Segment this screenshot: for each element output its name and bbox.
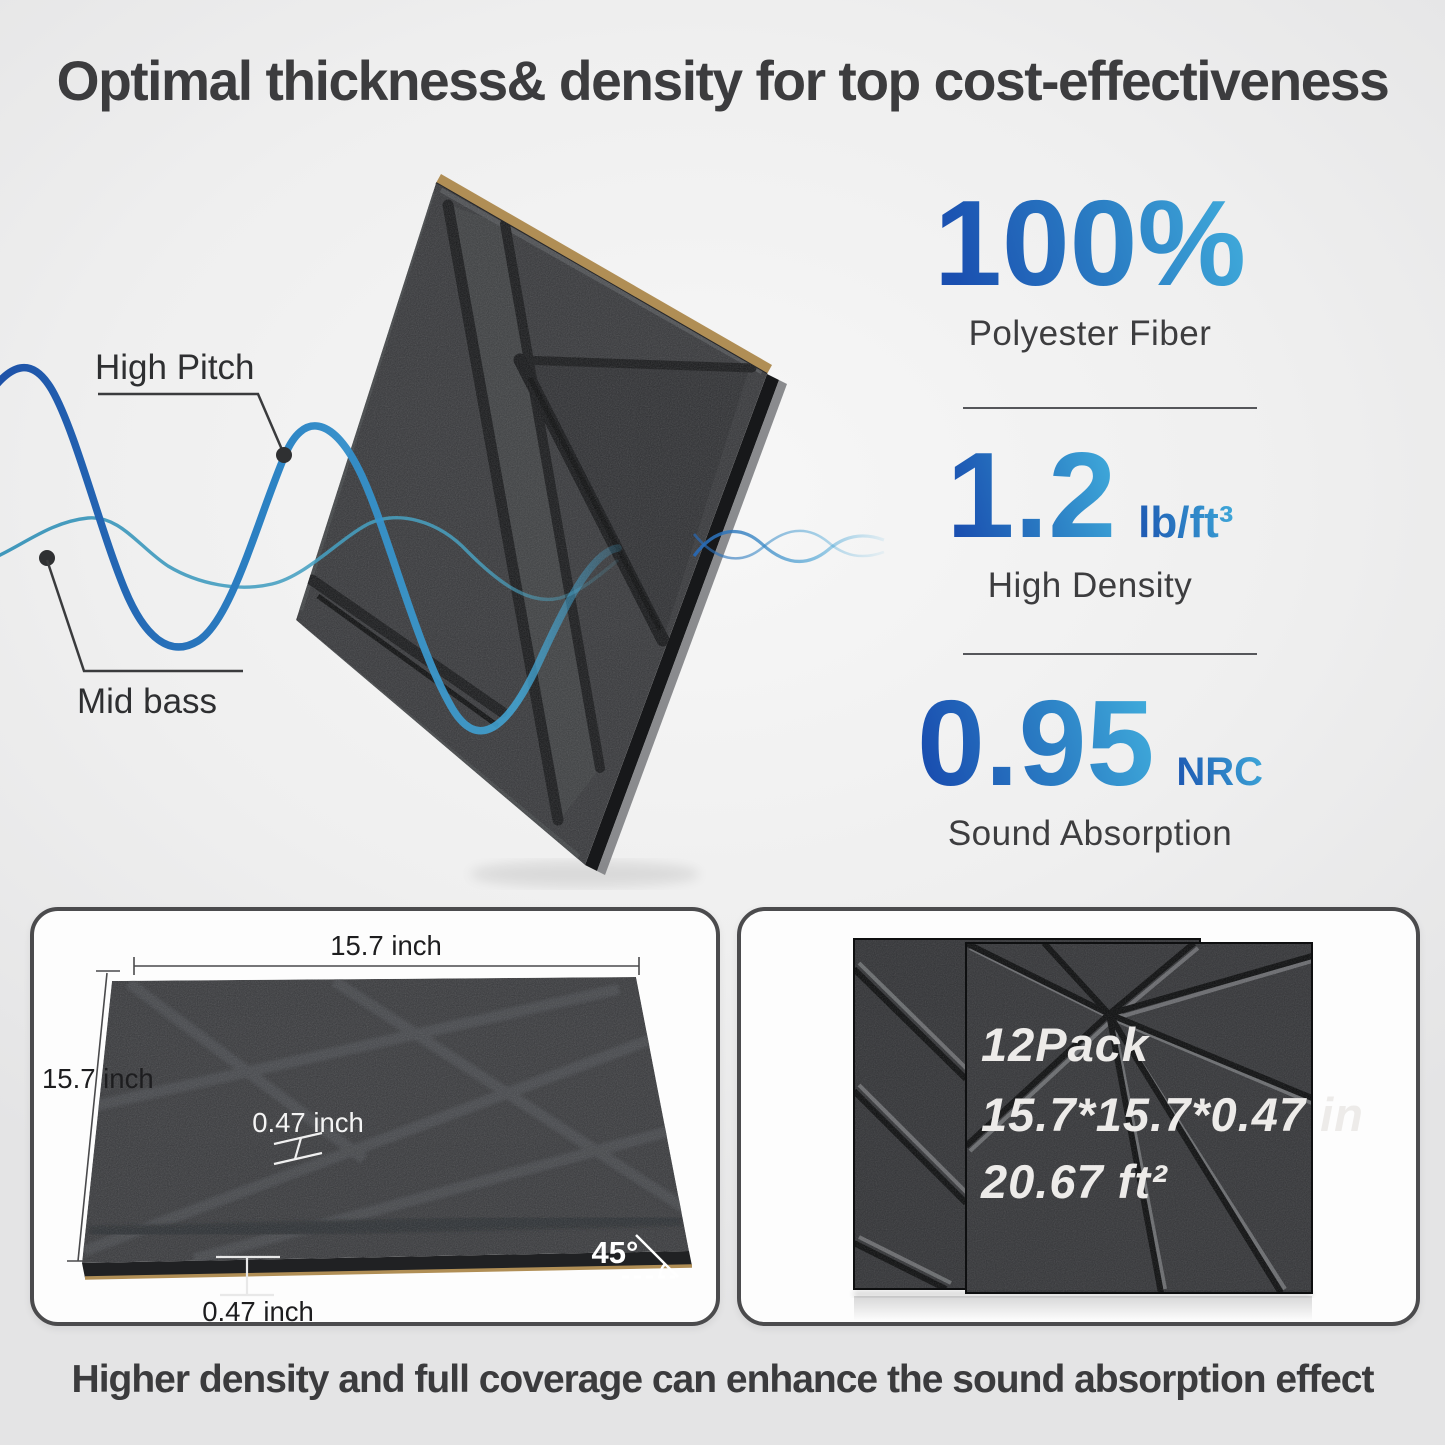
panel-side-face: [585, 374, 787, 875]
panel-side-face: [82, 1251, 692, 1278]
stat-nrc: 0.95 NRC Sound Absorption: [880, 675, 1300, 854]
pack-box: 12Pack 15.7*15.7*0.47 in 20.67 ft²: [737, 907, 1420, 1326]
stat-label: High Density: [987, 565, 1193, 605]
groove-depth-mark: [273, 1131, 323, 1166]
bevel-angle-mark: [622, 1234, 679, 1279]
panel-perspective-image: [82, 977, 689, 1263]
height-label: 15.7 inch: [42, 1063, 154, 1094]
mid-bass-label: Mid bass: [77, 682, 218, 721]
stat-value: 100%: [933, 175, 1247, 311]
sound-wave-graphic: [0, 363, 622, 735]
stat-label: Polyester Fiber: [968, 313, 1212, 353]
groove-depth-label: 0.47 inch: [252, 1107, 364, 1138]
stat-polyester: 100% Polyester Fiber: [880, 175, 1300, 354]
height-dimension: [67, 970, 120, 1262]
footer-text: Higher density and full coverage can enh…: [71, 1358, 1375, 1401]
width-label: 15.7 inch: [330, 930, 442, 961]
coverage-label: 20.67 ft²: [980, 1155, 1168, 1208]
stats-divider: [963, 407, 1257, 409]
stat-label: Sound Absorption: [947, 813, 1233, 853]
dimension-diagram: 15.7 inch 15.7 inch 0.47 inch 0.47: [42, 930, 693, 1322]
bevel-angle-label: 45°: [592, 1235, 639, 1270]
stat-density: 1.2 lb/ft³ High Density: [880, 427, 1300, 606]
panel-contact-shadow: [854, 1291, 1312, 1297]
stats-column: 100% Polyester Fiber 1.2 lb/ft³ High Den…: [880, 0, 1300, 900]
panel-reflection: [854, 1296, 1312, 1321]
panel-backing-edge: [435, 174, 772, 375]
absorbed-wave-graphic: [692, 529, 885, 564]
pack-count-label: 12Pack: [981, 1018, 1151, 1071]
pack-diagram: 12Pack 15.7*15.7*0.47 in 20.67 ft²: [853, 938, 1364, 1321]
width-dimension: [133, 957, 640, 975]
stat-value: 1.2: [946, 427, 1117, 563]
dimension-box: 15.7 inch 15.7 inch 0.47 inch 0.47: [30, 907, 720, 1326]
panel-shadow: [470, 861, 700, 887]
thickness-label: 0.47 inch: [202, 1296, 314, 1322]
stats-divider: [963, 653, 1257, 655]
high-pitch-wave: [0, 363, 622, 735]
panel-backing-edge: [84, 1264, 693, 1280]
stat-unit: lb/ft³: [1138, 498, 1234, 547]
high-pitch-callout: [98, 392, 292, 463]
acoustic-panel-image: [296, 183, 767, 865]
stat-value: 0.95: [916, 675, 1155, 811]
page-title: Optimal thickness& density for top cost-…: [56, 49, 1390, 112]
high-pitch-label: High Pitch: [95, 348, 255, 387]
front-panel-image: [966, 943, 1312, 1293]
mid-bass-wave: [0, 516, 620, 602]
panel-size-label: 15.7*15.7*0.47 in: [981, 1088, 1364, 1141]
stat-unit: NRC: [1176, 750, 1264, 794]
mid-bass-callout: [39, 550, 243, 673]
thickness-mark: [216, 1255, 280, 1297]
